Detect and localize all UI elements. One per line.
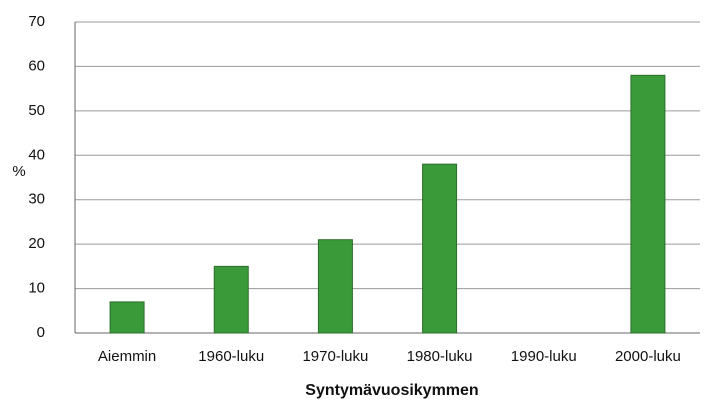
x-tick-label: Aiemmin [98, 348, 156, 365]
y-tick-label: 10 [28, 280, 45, 297]
bar [109, 301, 145, 334]
x-tick-label: 1980-luku [407, 348, 473, 365]
y-axis-label: % [12, 163, 25, 180]
bar [422, 163, 458, 334]
x-tick-label: 1990-luku [511, 348, 577, 365]
bar [630, 74, 666, 334]
y-tick-label: 50 [28, 102, 45, 119]
x-tick-label: 1960-luku [198, 348, 264, 365]
x-tick-label: 1970-luku [302, 348, 368, 365]
y-tick-label: 20 [28, 235, 45, 252]
y-tick-label: 40 [28, 146, 45, 163]
y-tick-label: 60 [28, 57, 45, 74]
y-tick-label: 0 [37, 324, 45, 341]
x-axis-label: Syntymävuosikymmen [305, 382, 478, 399]
bar [317, 239, 353, 334]
y-tick-label: 70 [28, 13, 45, 30]
y-tick-label: 30 [28, 191, 45, 208]
bar [213, 265, 249, 334]
x-tick-label: 2000-luku [615, 348, 681, 365]
